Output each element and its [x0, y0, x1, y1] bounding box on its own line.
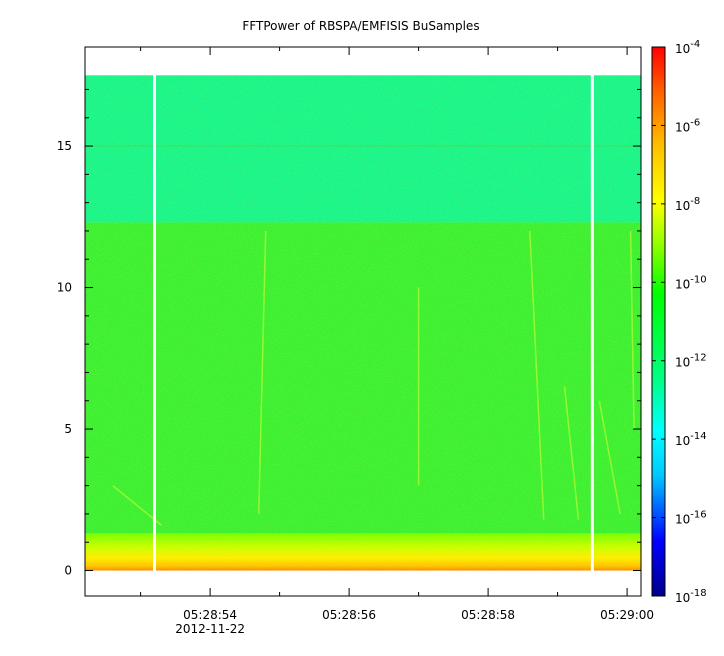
x-tick-label: 05:28:56: [322, 608, 376, 622]
colorbar-gradient: [652, 47, 665, 596]
data-gap: [153, 74, 156, 572]
emission-streak: [258, 230, 267, 514]
colorbar: 10-4 10-6 10-8 10-10 10-12 10-14 10-16 10-18: [651, 39, 707, 605]
x-tick-label: 05:29:00: [600, 608, 654, 622]
axes: 0 5 10 15 05:28:54 05:28:56 05:28:58 05:29:00 20…: [57, 46, 654, 636]
colorbar-tick-label: 10-4: [675, 39, 700, 56]
colorbar-tick-label: 10-8: [675, 196, 700, 213]
colorbar-tick-label: 10-14: [675, 431, 707, 448]
x-tick-label: 05:28:54: [183, 608, 237, 622]
colorbar-tick-label: 10-10: [675, 274, 707, 291]
emission-streak: [629, 230, 635, 430]
colorbar-frame: [651, 46, 666, 597]
plot-area: [85, 74, 641, 572]
y-tick-label: 0: [64, 564, 72, 578]
data-gap: [590, 74, 594, 572]
colorbar-tick-label: 10-12: [675, 353, 707, 370]
spectral-noise-texture: [85, 75, 641, 571]
y-tick-label: 10: [57, 281, 72, 295]
colorbar-tick-label: 10-6: [675, 117, 700, 134]
date-label: 2012-11-22: [175, 622, 245, 636]
emission-streak: [529, 230, 545, 520]
x-tick-label: 05:28:58: [461, 608, 515, 622]
emission-streak: [563, 386, 580, 520]
emission-streak: [598, 400, 621, 515]
colorbar-tick-label: 10-18: [675, 588, 707, 605]
y-tick-label: 15: [57, 139, 72, 153]
plot-frame: [84, 46, 642, 597]
chart-title: FFTPower of RBSPA/EMFISIS BuSamples: [242, 19, 479, 33]
colorbar-tick-label: 10-16: [675, 510, 707, 527]
y-tick-label: 5: [64, 422, 72, 436]
